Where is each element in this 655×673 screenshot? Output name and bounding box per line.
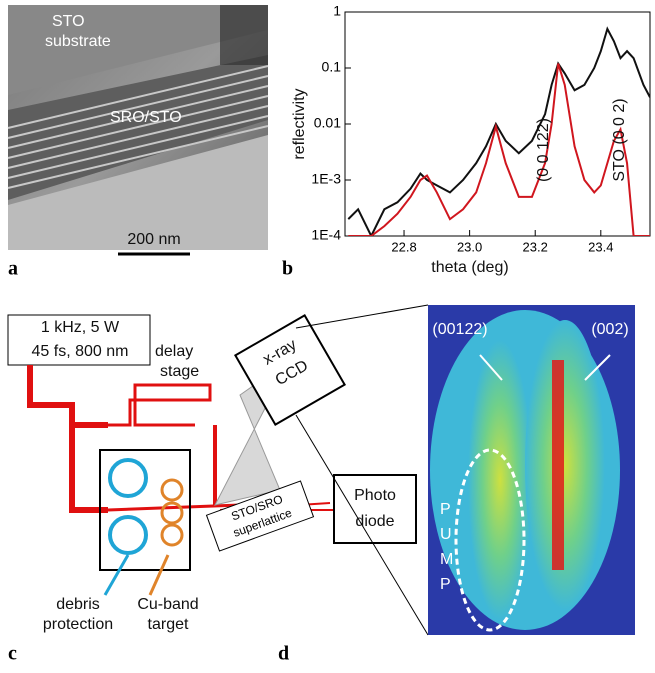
annotation: (0 0 122)	[535, 118, 552, 182]
x-axis-label: theta (deg)	[431, 259, 508, 276]
y-tick-label: 1E-4	[311, 227, 341, 243]
detector-image	[428, 305, 635, 635]
setup-diagram	[7, 304, 429, 636]
y-tick-label: 0.1	[322, 59, 342, 75]
laser-label: 45 fs, 800 nm	[32, 343, 129, 360]
pump-letter: M	[440, 551, 453, 568]
detector-label: Photo	[354, 487, 396, 504]
debris-label: debris	[56, 596, 100, 613]
data-line	[347, 26, 650, 236]
annotation: STO (0 0 2)	[611, 98, 628, 181]
plot: 1E-4 1E-3 0.01 0.1 1 22.8 23.0 23.2 23.4	[311, 3, 651, 254]
debris-label: protection	[43, 616, 113, 633]
scale-bar-label: 200 nm	[127, 231, 180, 248]
peak-label: (002)	[591, 321, 628, 338]
x-tick-label: 22.8	[391, 239, 416, 254]
plot-frame	[344, 11, 651, 237]
y-tick-label: 0.01	[314, 115, 341, 131]
x-tick-label: 23.4	[588, 239, 613, 254]
tem-label: substrate	[45, 33, 111, 50]
x-tick-label: 23.0	[457, 239, 482, 254]
delay-label: stage	[160, 363, 199, 380]
panel-label: a	[8, 258, 18, 280]
y-axis-label: reflectivity	[291, 88, 308, 159]
panel-label: d	[278, 643, 289, 665]
panel-label: c	[8, 643, 17, 665]
y-tick-label: 1E-3	[311, 171, 341, 187]
peak-label: (00122)	[432, 321, 487, 338]
detector-label: diode	[355, 513, 394, 530]
panel-label: b	[282, 258, 293, 280]
tem-label: SRO/STO	[110, 109, 182, 126]
delay-label: delay	[155, 343, 193, 360]
target-label: target	[148, 616, 189, 633]
y-tick-label: 1	[333, 3, 341, 19]
data-line	[348, 63, 650, 236]
pump-letter: U	[440, 526, 452, 543]
tem-label: STO	[52, 13, 85, 30]
x-tick-label: 23.2	[523, 239, 548, 254]
pump-letter: P	[440, 576, 451, 593]
tem-image	[7, 5, 269, 256]
target-label: Cu-band	[137, 596, 198, 613]
pump-letter: P	[440, 501, 451, 518]
laser-label: 1 kHz, 5 W	[41, 319, 120, 336]
series-group	[347, 26, 650, 236]
